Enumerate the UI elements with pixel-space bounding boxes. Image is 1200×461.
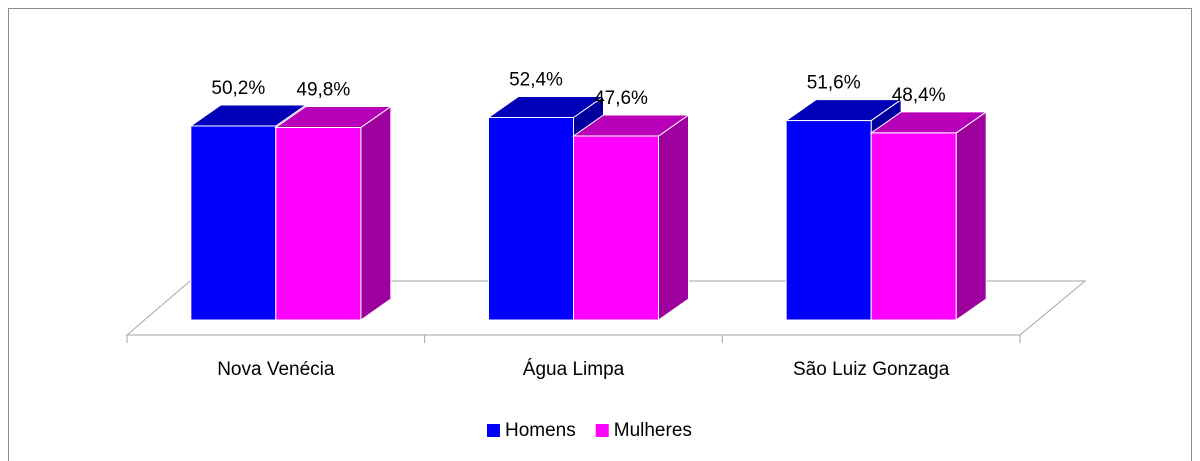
legend-label: Mulheres: [614, 420, 692, 441]
legend-label: Homens: [505, 420, 576, 441]
value-label: 52,4%: [509, 69, 563, 90]
bar: [190, 125, 277, 321]
bar-side: [360, 105, 392, 321]
value-label: 50,2%: [211, 78, 265, 99]
bar: [488, 116, 574, 321]
value-label: 48,4%: [892, 85, 946, 106]
legend-swatch: [595, 424, 609, 437]
bar: [573, 135, 659, 321]
x-tick-label: Nova Venécia: [217, 359, 335, 380]
x-tick-label: Água Limpa: [523, 359, 625, 380]
bar-side: [658, 114, 689, 321]
value-label: 47,6%: [594, 88, 648, 109]
bar: [870, 132, 957, 321]
bar-side: [955, 110, 987, 321]
bar: [785, 120, 872, 321]
bar: [275, 127, 362, 321]
legend-swatch: [487, 424, 500, 437]
value-label: 49,8%: [296, 80, 350, 101]
value-label: 51,6%: [807, 73, 861, 94]
x-tick-label: São Luiz Gonzaga: [793, 359, 950, 380]
